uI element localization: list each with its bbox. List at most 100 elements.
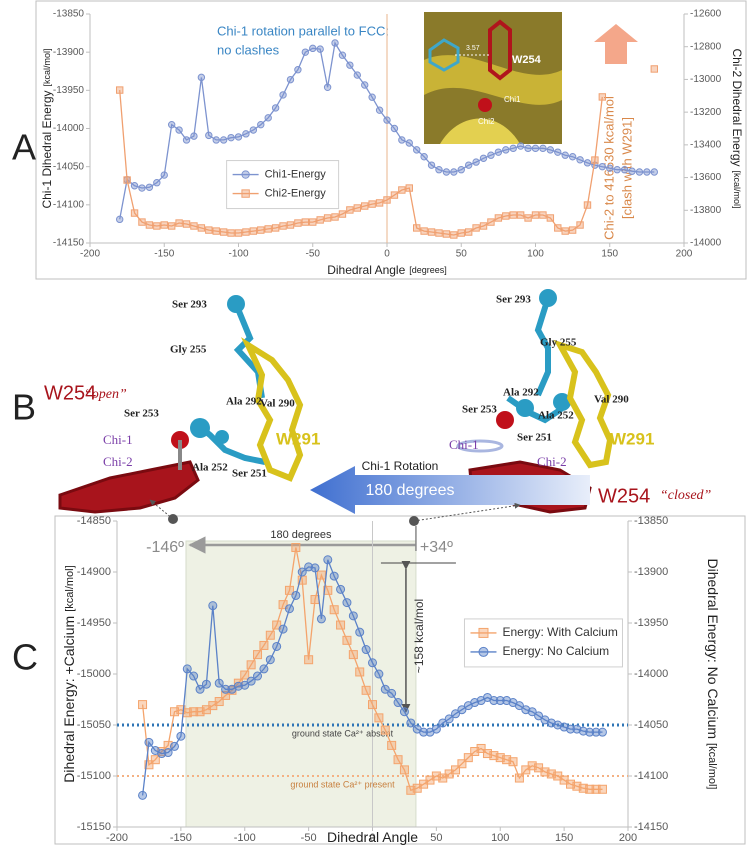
inset-label: Chi2 (478, 117, 495, 126)
y-tick-label: -14900 (77, 566, 111, 578)
marker (240, 670, 250, 680)
marker (451, 765, 461, 775)
x-tick-label: 100 (527, 249, 544, 260)
marker (387, 740, 397, 750)
y2-tick-label: -14000 (690, 238, 722, 249)
marker (197, 73, 206, 82)
marker (336, 620, 346, 630)
marker (387, 688, 397, 698)
marker (643, 168, 651, 176)
reference-label: ground state Ca²⁺ absent (292, 728, 394, 738)
x-axis-title-text: Dihedral Angle (327, 263, 405, 277)
annotation: Chi-1 rotation parallel to FCC: (217, 23, 389, 38)
marker (390, 124, 399, 133)
marker (221, 690, 231, 700)
marker (502, 146, 510, 154)
marker (463, 753, 473, 763)
residue-label: W291 (610, 429, 654, 448)
marker (175, 126, 183, 134)
arrow-value: 180 degrees (366, 482, 455, 499)
legend-label: Chi2-Energy (265, 187, 327, 199)
marker (613, 166, 621, 174)
marker (540, 767, 550, 777)
marker (380, 684, 390, 694)
marker (182, 664, 192, 674)
marker (271, 224, 280, 232)
marker (650, 168, 658, 176)
marker (167, 222, 176, 230)
gap-label: ~158 kcal/mol (412, 599, 426, 673)
marker (635, 168, 644, 176)
marker (329, 571, 339, 581)
marker (476, 743, 486, 753)
inset-label: W254 (512, 54, 542, 66)
marker (554, 224, 562, 232)
marker (393, 698, 403, 708)
marker (479, 154, 488, 162)
series-line (119, 41, 655, 220)
marker (138, 700, 148, 710)
y2-tick-label: -13900 (634, 566, 668, 578)
marker (160, 171, 168, 179)
marker (444, 714, 454, 724)
marker (309, 218, 317, 226)
marker (368, 700, 377, 710)
marker (355, 627, 365, 637)
y-axis-title-text: Chi-1 Dihedral Energy (40, 90, 54, 208)
marker (546, 769, 556, 779)
marker (116, 215, 124, 224)
y2-axis-title-text: Chi-2 Dihedral Energy (730, 48, 744, 166)
marker (546, 146, 555, 154)
legend-marker (478, 627, 489, 638)
residue-label: Ser 251 (517, 432, 552, 444)
series-line (141, 547, 603, 792)
marker (591, 727, 601, 737)
residue-label: “open” (84, 387, 127, 402)
x-axis-title-text: Dihedral Angle (327, 829, 418, 845)
x-tick-label: -150 (170, 832, 192, 844)
x-tick-label: 0 (384, 249, 390, 260)
marker (116, 86, 124, 94)
marker (331, 213, 339, 221)
marker (219, 228, 228, 236)
marker (576, 156, 584, 164)
marker (527, 707, 537, 717)
residue-label: Ser 253 (462, 404, 497, 416)
marker (246, 676, 256, 686)
chi-label: Chi-1 (103, 432, 133, 447)
marker (380, 725, 390, 735)
range-end-label: +34º (420, 539, 453, 556)
marker (348, 650, 358, 660)
marker (442, 168, 451, 176)
marker (583, 201, 592, 209)
marker (355, 667, 365, 677)
marker (361, 645, 371, 655)
y2-tick-label: -14150 (634, 821, 668, 833)
y2-axis-title-text: Dihedral Energy: No Calcium (705, 559, 721, 740)
marker (353, 71, 361, 79)
residue-label: Val 290 (260, 398, 295, 410)
marker (212, 227, 220, 235)
marker (301, 218, 310, 226)
marker (591, 784, 601, 794)
marker (546, 214, 555, 222)
marker (212, 136, 220, 144)
marker (138, 790, 148, 800)
x-tick-label: 200 (619, 832, 637, 844)
y2-tick-label: -13400 (690, 139, 722, 150)
marker (509, 211, 517, 219)
marker (457, 229, 465, 237)
marker (205, 131, 213, 140)
marker (561, 227, 569, 235)
x-tick-label: -200 (106, 832, 128, 844)
marker (591, 156, 599, 164)
marker (464, 161, 473, 169)
marker (309, 44, 317, 53)
marker (265, 630, 275, 640)
marker (214, 678, 224, 688)
panel-label: A (12, 127, 36, 168)
marker (249, 126, 258, 134)
marker (368, 200, 376, 208)
residue-label: Ser 251 (232, 468, 267, 480)
legend-box (463, 618, 623, 668)
